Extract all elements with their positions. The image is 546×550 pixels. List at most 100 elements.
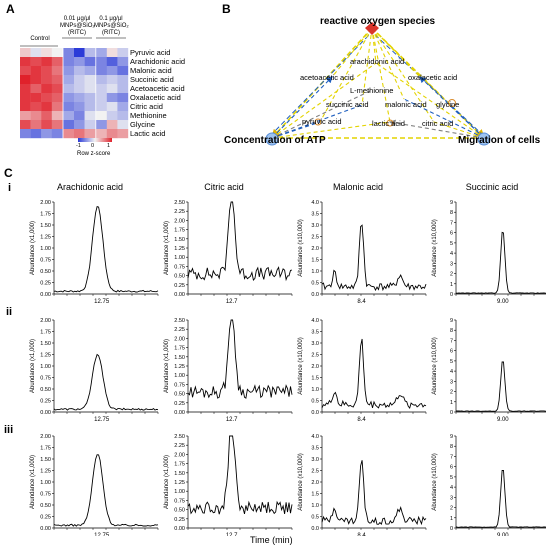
- y-tick-label: 0.25: [174, 517, 185, 523]
- y-tick-label: 0.0: [311, 410, 319, 416]
- y-axis-label: Abundance (x1,000): [30, 455, 36, 509]
- chromatogram-citric-acid-i: 0.00 0.25 0.50 0.75 1.00 1.25 1.50 1.75 2.00 2.25…: [164, 200, 293, 305]
- y-tick-label: 2.0: [311, 364, 319, 370]
- chromatogram-succinic-acid-ii: 0 1 2 3 4 5 6 7 8 9 9.00 Abundance (x10,000): [432, 318, 546, 423]
- network-svg: [265, 22, 491, 146]
- heatmap-cell: [117, 120, 129, 130]
- y-tick-label: 0.00: [40, 526, 51, 532]
- ros-node-icon: [365, 22, 379, 35]
- edge-methionine-atp: [271, 89, 373, 139]
- y-tick-label: 2.00: [174, 336, 185, 342]
- heatmap-row-labels: Pyruvic acid Arachidonic acid Malonic acid…: [130, 48, 185, 138]
- y-tick-label: 0.00: [174, 410, 185, 416]
- x-tick-label: 8.4: [357, 533, 366, 536]
- chromatogram-citric-acid-iii: 0.00 0.25 0.50 0.75 1.00 1.25 1.50 1.75 2.00 2.25…: [164, 434, 293, 536]
- heatmap-row-label: Arachidonic acid: [130, 57, 186, 66]
- heatmap-group-low-line2: MNPs@SiO₂: [60, 23, 95, 29]
- chromatogram-arachidonic-acid-ii: 0.00 0.25 0.50 0.75 1.00 1.25 1.50 1.75 2.00 12.7…: [30, 318, 159, 423]
- x-tick-label: 12.7: [226, 533, 238, 536]
- heatmap-cell: [30, 129, 42, 139]
- x-tick-label: 12.7: [226, 417, 238, 423]
- edge-ros-migration: [371, 27, 486, 140]
- y-tick-label: 1.50: [174, 237, 185, 243]
- y-tick-label: 2.25: [174, 327, 185, 333]
- lactic-node-icon: [386, 119, 394, 127]
- heatmap-cell: [51, 66, 63, 76]
- y-tick-label: 1.00: [40, 480, 51, 486]
- node-label-oxalacetic: oxalacetic acid: [408, 73, 458, 82]
- y-tick-label: 0.00: [40, 410, 51, 416]
- y-tick-label: 2.00: [174, 452, 185, 458]
- edge-arachidonic-migration: [375, 62, 485, 139]
- edge-ros-malonic: [371, 27, 405, 100]
- heatmap-cell: [51, 120, 63, 130]
- node-label-acetoacetic: acetoacetic acid: [300, 73, 354, 82]
- x-tick-label: 9.00: [497, 533, 509, 536]
- node-label-glycine: glycine: [436, 100, 460, 109]
- heatmap-cell: [117, 48, 129, 58]
- heatmap-group-high-line2: MNPs@SiO₂: [94, 23, 129, 29]
- edge-ros-succinic: [361, 27, 373, 106]
- y-tick-label: 1.00: [174, 255, 185, 261]
- y-axis-label: Abundance (x1,000): [164, 455, 170, 509]
- heatmap-cell: [96, 102, 107, 112]
- heatmap-cell: [74, 48, 85, 58]
- y-tick-label: 2: [450, 272, 453, 278]
- chromatogram-trace: [455, 231, 546, 294]
- y-tick-label: 1.0: [311, 503, 319, 509]
- heatmap-cell: [84, 48, 96, 58]
- y-tick-label: 5: [450, 475, 453, 481]
- heatmap-row-label: Glycine: [130, 120, 156, 129]
- node-label-arachidonic: arachidonic acid: [350, 57, 405, 66]
- heatmap-scale-max: 1: [107, 143, 111, 149]
- y-tick-label: 3: [450, 495, 453, 501]
- node-label-citric: citric acid: [422, 119, 454, 128]
- chromatogram-grid: 0.000.250.500.751.001.251.501.752.0012.7…: [30, 200, 546, 536]
- heatmap-cell: [63, 84, 75, 94]
- heatmap-group-low-line3: (RITC): [68, 30, 86, 36]
- column-title-citric: Citric acid: [204, 182, 244, 192]
- heatmap-cell: [20, 48, 31, 58]
- heatmap-cell: [84, 84, 96, 94]
- network-panel: reactive oxygen species Concentration of…: [222, 8, 544, 160]
- edge-arachidonic-atp: [271, 62, 377, 139]
- heatmap-row-label: Citric acid: [130, 102, 163, 111]
- x-tick-label: 8.4: [357, 299, 366, 305]
- y-tick-label: 0.75: [40, 258, 51, 264]
- y-tick-label: 0.50: [40, 503, 51, 509]
- heatmap-cell: [74, 57, 85, 67]
- heatmap-cell: [117, 93, 129, 103]
- heatmap-row-label: Malonic acid: [130, 66, 172, 75]
- y-tick-label: 4: [450, 251, 453, 257]
- heatmap-cell: [106, 111, 118, 121]
- edge-ros-glycine: [371, 27, 449, 104]
- y-axis-label: Abundance (x1,000): [30, 339, 36, 393]
- chromatogram-citric-acid-ii: 0.00 0.25 0.50 0.75 1.00 1.25 1.50 1.75 2.00 2.25…: [164, 318, 293, 423]
- heatmap-cell: [63, 111, 75, 121]
- heatmap-group-high-line3: (RITC): [102, 30, 120, 36]
- heatmap-cell: [96, 57, 107, 67]
- atp-node-icon: [265, 132, 279, 146]
- heatmap-cell: [96, 111, 107, 121]
- y-tick-label: 2.25: [174, 209, 185, 215]
- heatmap-cell: [20, 84, 31, 94]
- heatmap-panel: Control 0.01 μg/μl MNPs@SiO₂ (RITC) 0.1 …: [14, 14, 214, 164]
- heatmap-cell: [84, 102, 96, 112]
- heatmap-cell: [63, 57, 75, 67]
- y-tick-label: 7: [450, 454, 453, 460]
- y-tick-label: 2.25: [174, 443, 185, 449]
- heatmap-cell: [106, 66, 118, 76]
- y-tick-label: 2.50: [174, 200, 185, 206]
- row-label-iii: iii: [4, 424, 14, 436]
- glycine-node-icon: [448, 99, 456, 107]
- edge-lactic-migration: [388, 119, 485, 139]
- heatmap-cell: [51, 84, 63, 94]
- heatmap-cell: [106, 120, 118, 130]
- edge-ros-pyruvic: [319, 27, 373, 123]
- heatmap-cell: [63, 66, 75, 76]
- y-tick-label: 0.25: [174, 401, 185, 407]
- edge-acetoacetic-atp: [271, 76, 333, 139]
- heatmap-cell: [41, 75, 52, 85]
- heatmap-cell: [106, 48, 118, 58]
- y-tick-label: 2: [450, 506, 453, 512]
